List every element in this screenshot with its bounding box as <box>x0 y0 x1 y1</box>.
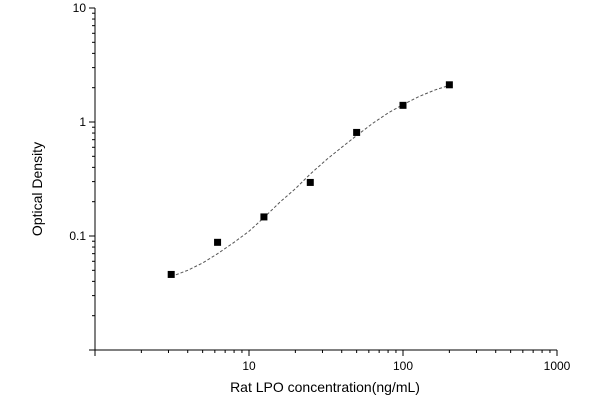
x-tick-label: 1000 <box>544 359 571 373</box>
data-point <box>214 238 222 246</box>
x-tick-label: 10 <box>242 359 256 373</box>
data-point <box>306 178 314 186</box>
data-point <box>399 101 407 109</box>
axis-ticks <box>89 7 558 356</box>
data-point <box>167 270 175 278</box>
data-points <box>167 81 453 278</box>
data-point <box>260 213 268 221</box>
tick-labels: 10 100 1000 0.1 1 10 <box>69 1 570 373</box>
data-point <box>445 81 453 89</box>
x-tick-label: 100 <box>393 359 413 373</box>
y-tick-label: 0.1 <box>69 229 86 243</box>
data-point <box>353 128 361 136</box>
x-axis-title: Rat LPO concentration(ng/mL) <box>230 379 420 395</box>
axes-frame <box>94 8 557 351</box>
y-tick-label: 10 <box>73 1 87 15</box>
y-axis-title: Optical Density <box>29 142 45 236</box>
y-tick-label: 1 <box>79 115 86 129</box>
